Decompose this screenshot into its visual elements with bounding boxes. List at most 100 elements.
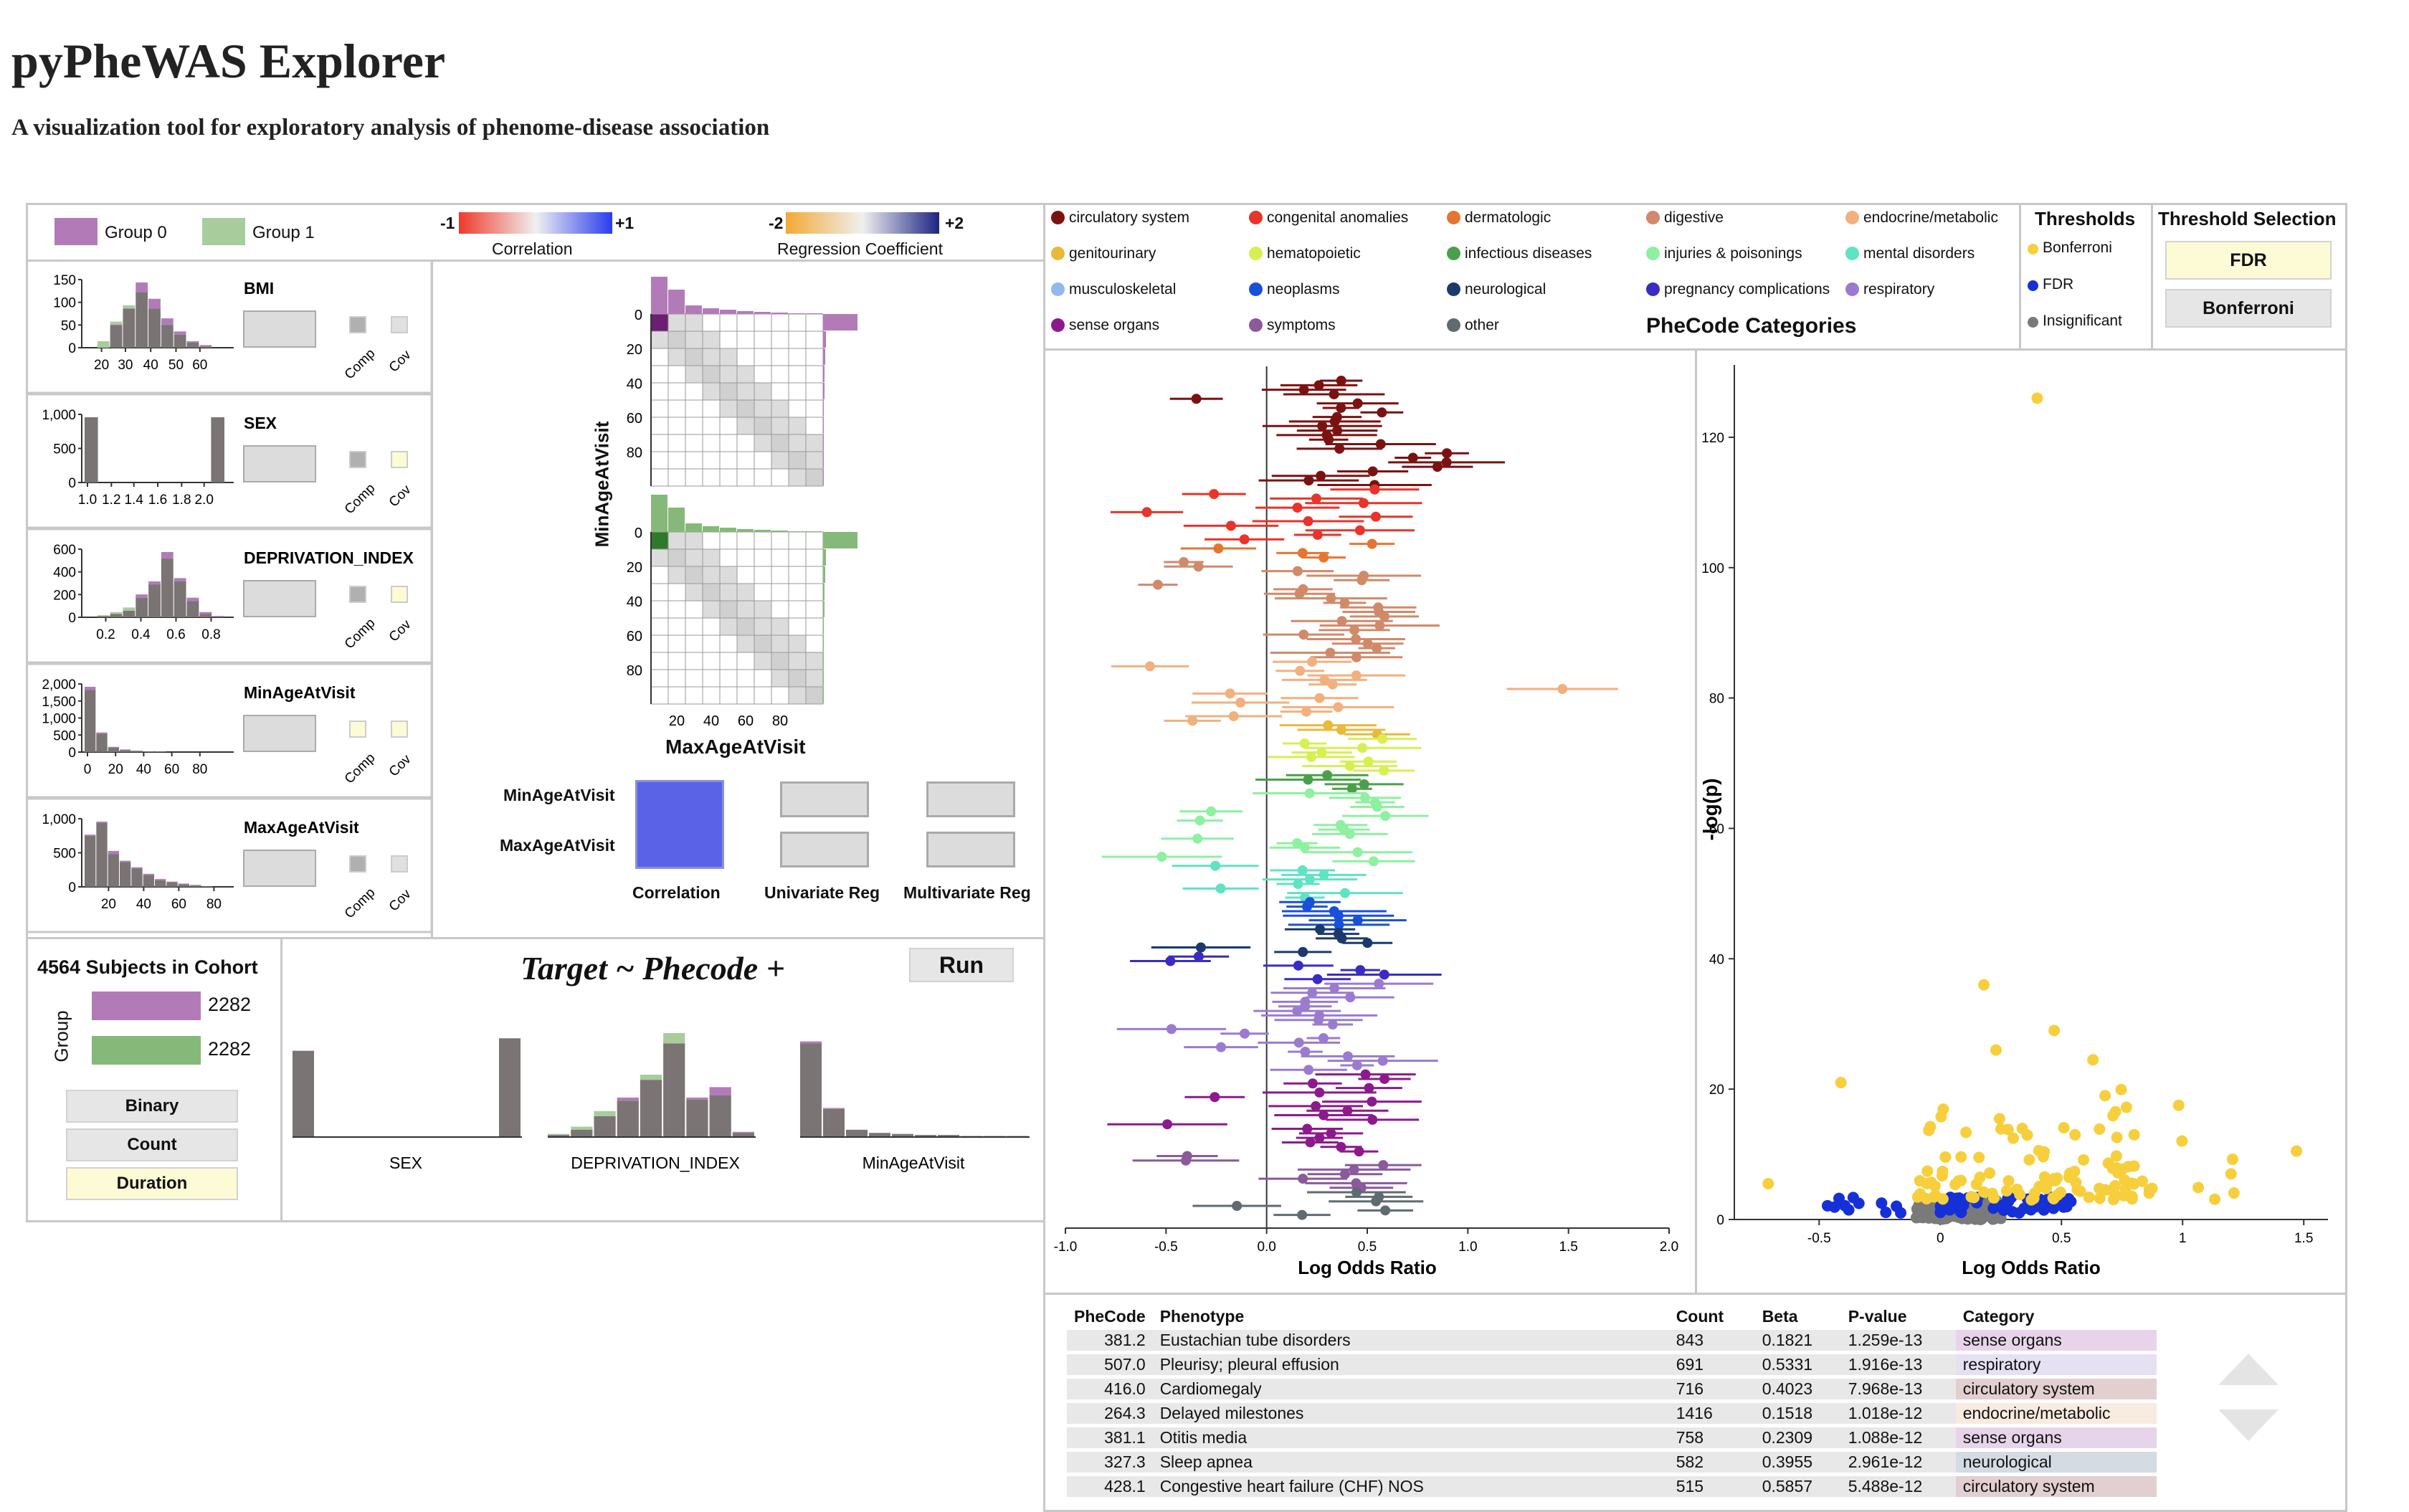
volcano-point-fdr[interactable] bbox=[1954, 1206, 1967, 1218]
matrix-cell[interactable] bbox=[719, 634, 738, 653]
comp-checkbox[interactable] bbox=[349, 451, 366, 468]
volcano-point-bonferroni[interactable] bbox=[2128, 1128, 2140, 1141]
forest-point[interactable] bbox=[1352, 847, 1363, 857]
matrix-cell[interactable] bbox=[685, 468, 703, 487]
volcano-point-bonferroni[interactable] bbox=[2014, 1189, 2026, 1201]
matrix-cell[interactable] bbox=[736, 313, 755, 332]
volcano-point-bonferroni[interactable] bbox=[2094, 1182, 2106, 1194]
matrix-cell[interactable] bbox=[685, 531, 703, 550]
forest-point[interactable] bbox=[1299, 842, 1310, 853]
forest-point[interactable] bbox=[1209, 489, 1220, 500]
volcano-point-bonferroni[interactable] bbox=[1973, 1151, 1985, 1164]
duration-button[interactable]: Duration bbox=[66, 1167, 238, 1200]
matrix-cell[interactable] bbox=[754, 583, 772, 602]
volcano-point-bonferroni[interactable] bbox=[2023, 1154, 2035, 1166]
matrix-cell[interactable] bbox=[805, 531, 824, 550]
forest-point[interactable] bbox=[1377, 407, 1387, 418]
forest-point[interactable] bbox=[1300, 1047, 1311, 1057]
matrix-cell[interactable] bbox=[788, 451, 807, 470]
matrix-cell[interactable] bbox=[754, 417, 772, 435]
matrix-cell[interactable] bbox=[805, 451, 824, 470]
cov-checkbox[interactable] bbox=[391, 451, 408, 468]
matrix-cell[interactable] bbox=[650, 634, 669, 653]
forest-point[interactable] bbox=[1292, 566, 1303, 576]
forest-point[interactable] bbox=[1312, 530, 1323, 541]
volcano-point-fdr[interactable] bbox=[1895, 1207, 1907, 1219]
forest-point[interactable] bbox=[1225, 520, 1236, 531]
matrix-cell[interactable] bbox=[685, 331, 703, 349]
forest-point[interactable] bbox=[1144, 661, 1155, 672]
matrix-cell[interactable] bbox=[771, 686, 789, 705]
forest-point[interactable] bbox=[1344, 761, 1355, 771]
forest-point[interactable] bbox=[1352, 398, 1363, 409]
volcano-point-bonferroni[interactable] bbox=[1939, 1151, 1952, 1163]
correlation-cell-selected[interactable] bbox=[635, 780, 724, 869]
matrix-cell[interactable] bbox=[702, 531, 721, 550]
matrix-cell[interactable] bbox=[771, 365, 789, 384]
volcano-point-bonferroni[interactable] bbox=[2143, 1187, 2155, 1199]
forest-point[interactable] bbox=[1369, 484, 1380, 495]
forest-point[interactable] bbox=[1299, 738, 1310, 748]
forest-point[interactable] bbox=[1442, 448, 1453, 459]
matrix-cell[interactable] bbox=[719, 583, 738, 602]
matrix-cell[interactable] bbox=[771, 434, 789, 452]
volcano-point-bonferroni[interactable] bbox=[1921, 1178, 1933, 1190]
table-row[interactable]: 327.3 Sleep apnea 582 0.3955 2.961e-12 neurol… bbox=[1067, 1452, 2157, 1473]
matrix-cell[interactable] bbox=[685, 434, 703, 452]
matrix-cell[interactable] bbox=[736, 451, 755, 470]
volcano-point-bonferroni[interactable] bbox=[1960, 1126, 1972, 1138]
volcano-point-bonferroni[interactable] bbox=[1937, 1165, 1949, 1177]
matrix-cell[interactable] bbox=[702, 331, 721, 349]
matrix-cell[interactable] bbox=[788, 548, 807, 567]
forest-point[interactable] bbox=[1346, 784, 1357, 794]
matrix-cell[interactable] bbox=[650, 686, 669, 705]
forest-point[interactable] bbox=[1215, 883, 1226, 894]
forest-point[interactable] bbox=[1156, 852, 1167, 862]
forest-point[interactable] bbox=[1339, 1169, 1350, 1179]
forest-point[interactable] bbox=[1314, 1133, 1325, 1143]
matrix-cell[interactable] bbox=[754, 434, 772, 452]
matrix-cell[interactable] bbox=[685, 652, 703, 670]
volcano-point-bonferroni[interactable] bbox=[2078, 1154, 2090, 1166]
forest-point[interactable] bbox=[1318, 552, 1329, 563]
matrix-cell[interactable] bbox=[667, 652, 686, 670]
volcano-point-bonferroni[interactable] bbox=[2228, 1187, 2240, 1199]
volcano-point-bonferroni[interactable] bbox=[1990, 1044, 2002, 1056]
matrix-cell[interactable] bbox=[650, 669, 669, 688]
category-sense-organs[interactable]: sense organs bbox=[1051, 317, 1159, 334]
forest-point[interactable] bbox=[1380, 1205, 1391, 1216]
matrix-cell[interactable] bbox=[702, 451, 721, 470]
matrix-cell[interactable] bbox=[650, 468, 669, 487]
volcano-point-fdr[interactable] bbox=[2063, 1193, 2075, 1205]
matrix-cell[interactable] bbox=[667, 600, 686, 619]
forest-point[interactable] bbox=[1372, 802, 1382, 812]
comp-checkbox[interactable] bbox=[349, 721, 366, 738]
matrix-cell[interactable] bbox=[667, 382, 686, 401]
forest-point[interactable] bbox=[1305, 1137, 1316, 1148]
cov-checkbox[interactable] bbox=[391, 855, 408, 873]
volcano-point-bonferroni[interactable] bbox=[1955, 1151, 1967, 1163]
forest-point[interactable] bbox=[1334, 443, 1345, 454]
matrix-cell[interactable] bbox=[771, 382, 789, 401]
volcano-point-bonferroni[interactable] bbox=[1952, 1175, 1964, 1187]
matrix-cell[interactable] bbox=[736, 583, 755, 602]
forest-point[interactable] bbox=[1340, 888, 1351, 898]
header-count[interactable]: Count bbox=[1676, 1307, 1724, 1326]
matrix-cell[interactable] bbox=[788, 583, 807, 602]
forest-point[interactable] bbox=[1354, 525, 1365, 536]
volcano-point-fdr[interactable] bbox=[2038, 1204, 2050, 1216]
forest-point[interactable] bbox=[1232, 1201, 1242, 1212]
matrix-cell[interactable] bbox=[788, 634, 807, 653]
matrix-cell[interactable] bbox=[754, 686, 772, 705]
forest-point[interactable] bbox=[1370, 511, 1381, 522]
matrix-cell[interactable] bbox=[702, 434, 721, 452]
forest-point[interactable] bbox=[1377, 1055, 1388, 1066]
matrix-cell[interactable] bbox=[736, 652, 755, 670]
forest-point[interactable] bbox=[1367, 466, 1378, 477]
matrix-cell[interactable] bbox=[650, 313, 669, 332]
category-endocrine-metabolic[interactable]: endocrine/metabolic bbox=[1845, 209, 1998, 227]
matrix-cell[interactable] bbox=[788, 652, 807, 670]
forest-point[interactable] bbox=[1141, 507, 1152, 518]
matrix-cell[interactable] bbox=[685, 399, 703, 418]
matrix-cell[interactable] bbox=[788, 348, 807, 366]
